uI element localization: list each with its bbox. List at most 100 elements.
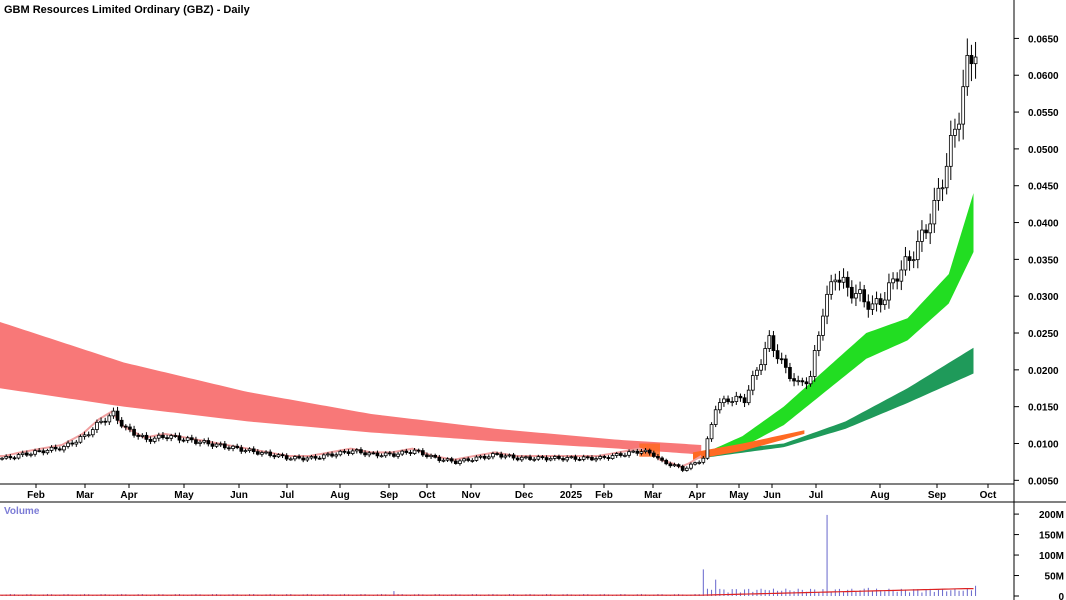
- candle-up: [750, 375, 755, 391]
- candle-up: [882, 299, 887, 306]
- candle-down: [41, 450, 46, 454]
- candle-down: [449, 458, 454, 462]
- date-tick-label: Aug: [870, 490, 889, 501]
- candle-up: [903, 256, 908, 271]
- candle-up: [429, 454, 433, 458]
- candle-down: [544, 457, 549, 461]
- candle-up: [231, 445, 235, 450]
- candle-down: [515, 457, 520, 461]
- candle-down: [771, 335, 776, 352]
- price-tick-label: 0.0650: [1028, 34, 1059, 45]
- date-tick-label: Apr: [688, 490, 705, 501]
- candle-up: [973, 56, 978, 65]
- candle-down: [103, 420, 108, 423]
- candle-down: [317, 457, 322, 460]
- candle-up: [383, 452, 388, 457]
- candle-up: [260, 452, 264, 455]
- candle-up: [957, 123, 961, 130]
- candle-down: [24, 452, 29, 456]
- candle-up: [86, 434, 91, 437]
- candle-up: [581, 456, 586, 460]
- candle-up: [722, 398, 726, 404]
- candle-down: [433, 454, 438, 458]
- date-axis-ticks: Feb Mar Apr May Jun Jul Aug Sep Oct Nov Dec 2025 Feb…: [27, 484, 997, 501]
- candle-up: [672, 464, 677, 467]
- candle-down: [499, 453, 504, 458]
- candle-down: [590, 456, 594, 461]
- candle-down: [359, 449, 363, 454]
- candle-down: [726, 398, 730, 403]
- candle-down: [210, 443, 215, 447]
- candle-up: [709, 424, 714, 440]
- candle-up: [293, 456, 297, 460]
- candle-up: [948, 135, 953, 167]
- candle-down: [557, 456, 561, 459]
- candle-up: [90, 429, 95, 436]
- date-tick-label: Sep: [380, 490, 398, 501]
- candle-down: [511, 454, 516, 459]
- volume-bars: [0, 514, 977, 596]
- candle-down: [804, 381, 809, 385]
- price-tick-label: 0.0150: [1028, 403, 1059, 414]
- candle-down: [119, 419, 124, 427]
- candle-down: [8, 456, 13, 459]
- candle-up: [507, 454, 512, 457]
- candle-up: [746, 389, 751, 404]
- candle-up: [928, 223, 933, 234]
- candle-up: [915, 240, 920, 261]
- candle-up: [610, 455, 615, 459]
- candle-down: [676, 464, 681, 467]
- candle-up: [614, 453, 619, 456]
- volume-tick-label: 200M: [1039, 510, 1064, 521]
- candle-up: [524, 456, 528, 459]
- candle-up: [874, 298, 879, 305]
- candle-up: [961, 86, 966, 125]
- candle-down: [742, 397, 747, 404]
- date-tick-label: Oct: [980, 490, 997, 501]
- candle-up: [400, 450, 405, 455]
- candle-up: [445, 458, 450, 461]
- candle-down: [585, 456, 590, 459]
- candle-up: [936, 187, 941, 201]
- date-tick-label: Aug: [330, 490, 349, 501]
- candle-up: [944, 165, 949, 189]
- candle-up: [932, 199, 937, 225]
- candle-down: [123, 425, 128, 428]
- candle-up: [305, 457, 310, 461]
- candle-down: [779, 358, 784, 361]
- candle-up: [854, 293, 858, 299]
- candle-down: [528, 456, 532, 460]
- candle-down: [495, 453, 499, 455]
- candle-down: [371, 452, 376, 455]
- price-tick-label: 0.0300: [1028, 292, 1059, 303]
- candle-up: [458, 460, 462, 464]
- candle-up: [243, 450, 248, 452]
- candle-up: [276, 454, 281, 458]
- candle-down: [387, 452, 392, 455]
- candle-up: [816, 335, 821, 351]
- candle-up: [107, 415, 112, 423]
- date-tick-label: Jul: [280, 490, 295, 501]
- date-tick-label: Mar: [644, 490, 662, 501]
- candle-down: [437, 456, 442, 461]
- candle-down: [837, 279, 842, 283]
- candle-down: [792, 378, 796, 382]
- candle-up: [491, 453, 495, 458]
- candle-up: [940, 187, 945, 190]
- candle-up: [169, 435, 174, 439]
- date-tick-label: Sep: [928, 490, 946, 501]
- candle-up: [474, 456, 479, 461]
- candle-down: [177, 435, 182, 441]
- date-tick-label: Nov: [462, 490, 481, 501]
- candle-down: [602, 456, 607, 458]
- candle-down: [189, 437, 194, 441]
- candle-up: [412, 449, 417, 454]
- candle-up: [20, 452, 25, 455]
- candle-up: [33, 450, 37, 455]
- candle-down: [775, 350, 780, 360]
- candle-down: [57, 448, 62, 451]
- candle-down: [660, 457, 664, 461]
- candle-down: [284, 455, 289, 460]
- candle-down: [408, 452, 413, 454]
- candle-up: [519, 456, 524, 461]
